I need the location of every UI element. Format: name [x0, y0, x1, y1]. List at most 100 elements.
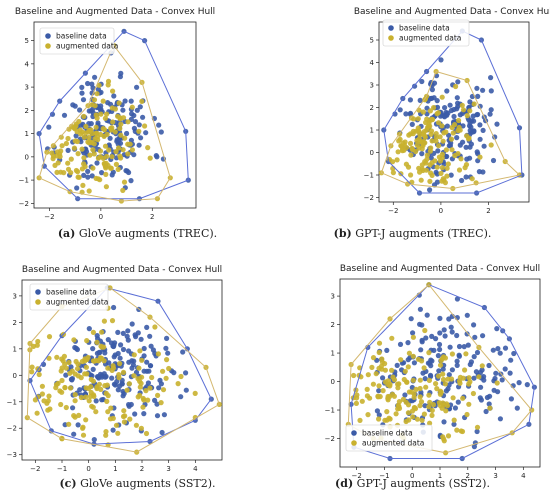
augmented-point — [103, 171, 109, 177]
augmented-point — [438, 357, 444, 363]
augmented-point — [86, 188, 92, 194]
baseline-point — [442, 333, 448, 339]
baseline-point — [454, 358, 460, 364]
augmented-point — [427, 420, 433, 426]
augmented-point — [61, 170, 67, 176]
baseline-point — [178, 394, 184, 400]
chart-c: Baseline and Augmented Data - Convex Hul… — [7, 265, 223, 473]
legend-label-augmented: augmented data — [46, 298, 108, 307]
augmented-point — [408, 152, 414, 158]
baseline-point — [495, 389, 501, 395]
augmented-point — [414, 416, 420, 422]
augmented-point — [124, 387, 130, 393]
y-tick-label: 2 — [13, 319, 17, 327]
augmented-point — [93, 130, 99, 136]
baseline-point — [446, 372, 452, 378]
augmented-point — [417, 394, 423, 400]
baseline-point — [419, 151, 425, 157]
baseline-point — [93, 398, 99, 404]
baseline-point — [106, 360, 112, 366]
baseline-point — [454, 332, 460, 339]
augmented-point — [55, 380, 61, 386]
y-tick-label: 1 — [331, 350, 335, 358]
baseline-point — [134, 84, 140, 90]
baseline-point — [138, 336, 144, 342]
baseline-point — [475, 93, 481, 99]
baseline-point — [452, 405, 458, 411]
baseline-point — [118, 70, 124, 76]
augmented-point — [443, 147, 449, 153]
augmented-point — [477, 154, 483, 160]
augmented-point — [393, 411, 399, 417]
augmented-point — [95, 137, 101, 143]
baseline-point — [136, 142, 142, 148]
baseline-point — [86, 326, 92, 332]
baseline-point — [410, 330, 416, 336]
baseline-point — [455, 79, 461, 85]
augmented-point — [88, 384, 94, 390]
augmented-point — [409, 145, 415, 151]
caption-b-letter: (b) — [333, 227, 352, 240]
baseline-point — [397, 341, 404, 347]
baseline-point — [88, 121, 94, 127]
augmented-point — [433, 131, 439, 137]
augmented-point — [418, 399, 425, 405]
augmented-point — [444, 173, 450, 179]
baseline-point — [449, 367, 455, 373]
augmented-point — [120, 369, 127, 375]
augmented-point — [415, 116, 421, 122]
augmented-point — [102, 115, 108, 121]
baseline-point — [472, 334, 478, 340]
baseline-point — [126, 348, 132, 354]
augmented-point — [90, 165, 96, 171]
augmented-point — [117, 125, 123, 132]
baseline-point — [481, 143, 487, 149]
baseline-point — [111, 354, 117, 360]
augmented-point — [94, 115, 100, 121]
baseline-point — [119, 381, 125, 387]
augmented-point — [424, 127, 430, 133]
legend-marker-baseline — [45, 33, 51, 39]
augmented-point — [398, 357, 404, 363]
baseline-point — [102, 350, 108, 356]
augmented-point — [79, 146, 85, 152]
augmented-point — [139, 98, 145, 104]
augmented-point — [414, 138, 420, 144]
augmented-point — [54, 149, 61, 155]
augmented-point — [467, 108, 473, 114]
augmented-point — [160, 387, 167, 393]
baseline-point — [502, 345, 509, 351]
augmented-point — [370, 355, 377, 361]
augmented-point — [71, 337, 77, 343]
baseline-point — [487, 111, 493, 117]
augmented-point — [63, 140, 69, 147]
augmented-point — [80, 424, 86, 430]
augmented-point — [460, 107, 467, 113]
augmented-point — [421, 411, 427, 417]
baseline-point — [428, 95, 434, 102]
augmented-point — [439, 151, 445, 157]
augmented-point — [401, 376, 407, 383]
baseline-point — [429, 333, 435, 339]
baseline-point — [69, 376, 75, 382]
augmented-point — [410, 128, 416, 134]
baseline-point — [451, 421, 457, 427]
augmented-point — [428, 131, 434, 137]
x-tick-label: −1 — [379, 472, 389, 480]
augmented-point — [427, 399, 433, 405]
augmented-point — [143, 430, 150, 437]
x-tick-label: 2 — [486, 207, 490, 215]
augmented-point — [75, 169, 81, 175]
baseline-point — [488, 107, 494, 113]
baseline-point — [94, 374, 101, 380]
augmented-point — [439, 405, 445, 411]
baseline-point — [490, 347, 496, 353]
baseline-point — [164, 335, 170, 341]
augmented-point — [46, 355, 52, 361]
augmented-point — [397, 136, 403, 142]
baseline-point — [417, 306, 423, 312]
augmented-point — [442, 180, 448, 186]
augmented-point — [121, 419, 127, 425]
augmented-point — [420, 131, 426, 137]
